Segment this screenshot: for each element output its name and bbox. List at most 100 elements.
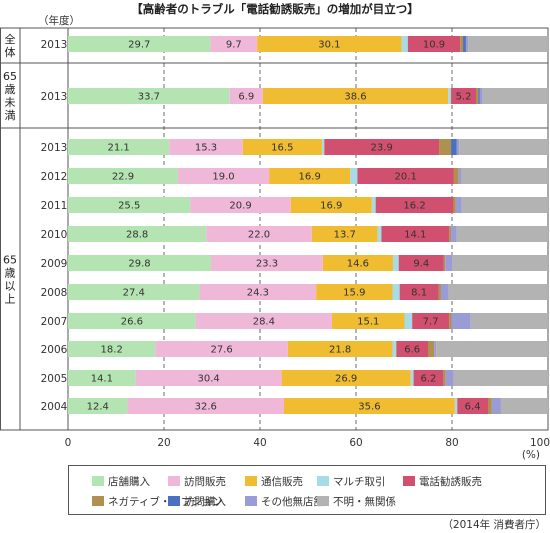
bar-segment: [461, 197, 548, 213]
bar-segment: [449, 313, 452, 329]
bar-segment: [127, 398, 285, 414]
x-tick-label: 40: [253, 437, 266, 449]
bar-segment: [206, 226, 312, 242]
bar-segment: [284, 398, 455, 414]
group-label-char: 体: [5, 45, 16, 59]
bar-segment: [322, 255, 393, 271]
data-label: 15.1: [357, 317, 379, 328]
bar-segment: [68, 36, 211, 52]
x-tick-label: 0: [65, 437, 72, 449]
group-label-char: 65: [3, 70, 17, 83]
legend-label: ネガティブ・オプション: [108, 495, 223, 508]
group-label-char: 歳: [5, 267, 16, 280]
data-label: 16.5: [271, 143, 293, 154]
bar-segment: [155, 341, 288, 357]
bar-segment: [461, 168, 548, 184]
bar-segment: [465, 36, 469, 52]
bar-segment: [135, 370, 282, 386]
bar-segment: [428, 341, 435, 357]
bar-segment: [169, 139, 243, 155]
legend-swatch: [92, 476, 104, 486]
legend-swatch: [245, 476, 257, 486]
data-label: 29.7: [128, 40, 150, 51]
data-label: 27.6: [210, 345, 232, 356]
data-label: 28.4: [253, 317, 275, 328]
data-label: 6.6: [404, 345, 420, 356]
data-label: 21.1: [108, 143, 130, 154]
x-unit-label: (%): [522, 449, 540, 461]
data-label: 6.9: [238, 92, 254, 103]
bar-segment: [413, 370, 444, 386]
bar-segment: [375, 197, 454, 213]
data-label: 23.3: [256, 259, 278, 270]
bar-segment: [468, 36, 548, 52]
legend-label: 通信販売: [261, 475, 303, 488]
bar-segment: [453, 197, 456, 213]
data-label: 25.5: [118, 201, 140, 212]
bar-segment: [491, 398, 501, 414]
bar-segment: [371, 197, 376, 213]
bar-segment: [68, 168, 178, 184]
year-label: 2008: [41, 287, 68, 299]
year-label: 2006: [41, 344, 68, 356]
bar-segment: [68, 226, 207, 242]
bar-segment: [68, 255, 212, 271]
bar-segment: [396, 341, 428, 357]
bar-segment: [195, 313, 332, 329]
year-label: 2005: [41, 373, 68, 385]
data-label: 27.4: [123, 288, 145, 299]
data-label: 14.6: [347, 259, 369, 270]
data-label: 16.9: [320, 201, 342, 212]
data-label: 26.6: [121, 317, 143, 328]
bar-segment: [407, 36, 461, 52]
bar-segment: [453, 168, 459, 184]
legend-label: 訪問購入: [184, 495, 226, 508]
bar-segment: [476, 88, 479, 104]
bar-segment: [229, 88, 263, 104]
bar-segment: [439, 139, 452, 155]
data-label: 14.1: [91, 374, 113, 385]
bar-segment: [332, 313, 405, 329]
bar-segment: [470, 313, 548, 329]
bar-segment: [257, 36, 402, 52]
bar-segment: [448, 284, 548, 300]
bar-segment: [455, 197, 462, 213]
data-label: 7.7: [423, 317, 439, 328]
bar-segment: [350, 168, 358, 184]
data-label: 35.6: [358, 402, 380, 413]
bar-segment: [440, 284, 449, 300]
legend-swatch: [403, 476, 415, 486]
data-label: 22.0: [248, 230, 270, 241]
bar-segment: [443, 370, 446, 386]
bar-segment: [68, 197, 191, 213]
data-label: 9.4: [413, 259, 429, 270]
bar-segment: [357, 168, 454, 184]
bar-segment: [177, 168, 270, 184]
group-label-char: 歳: [5, 83, 16, 96]
bar-segment: [324, 139, 440, 155]
bar-segment: [479, 88, 483, 104]
legend-swatch: [168, 476, 180, 486]
x-axis-ticks: 0 20 40 60 80 100: [65, 437, 550, 449]
group-label-char: 全: [5, 32, 16, 46]
bar-segment: [410, 370, 414, 386]
legend-label: 電話勧誘販売: [419, 475, 482, 488]
group-label-char: 満: [5, 109, 16, 122]
year-label: 2013: [41, 39, 68, 51]
year-label: 2007: [41, 316, 68, 328]
year-label: 2011: [41, 200, 68, 212]
bar-segment: [210, 36, 258, 52]
year-label: 2013: [41, 142, 68, 154]
bar-segment: [458, 168, 462, 184]
bar-segment: [445, 370, 454, 386]
data-label: 15.9: [343, 288, 365, 299]
bar-segment: [68, 313, 196, 329]
data-label: 30.1: [318, 40, 340, 51]
bar-segment: [478, 88, 480, 104]
bar-segment: [321, 139, 325, 155]
bar-segment: [316, 284, 393, 300]
data-label: 8.1: [411, 288, 427, 299]
bar-segment: [290, 197, 372, 213]
